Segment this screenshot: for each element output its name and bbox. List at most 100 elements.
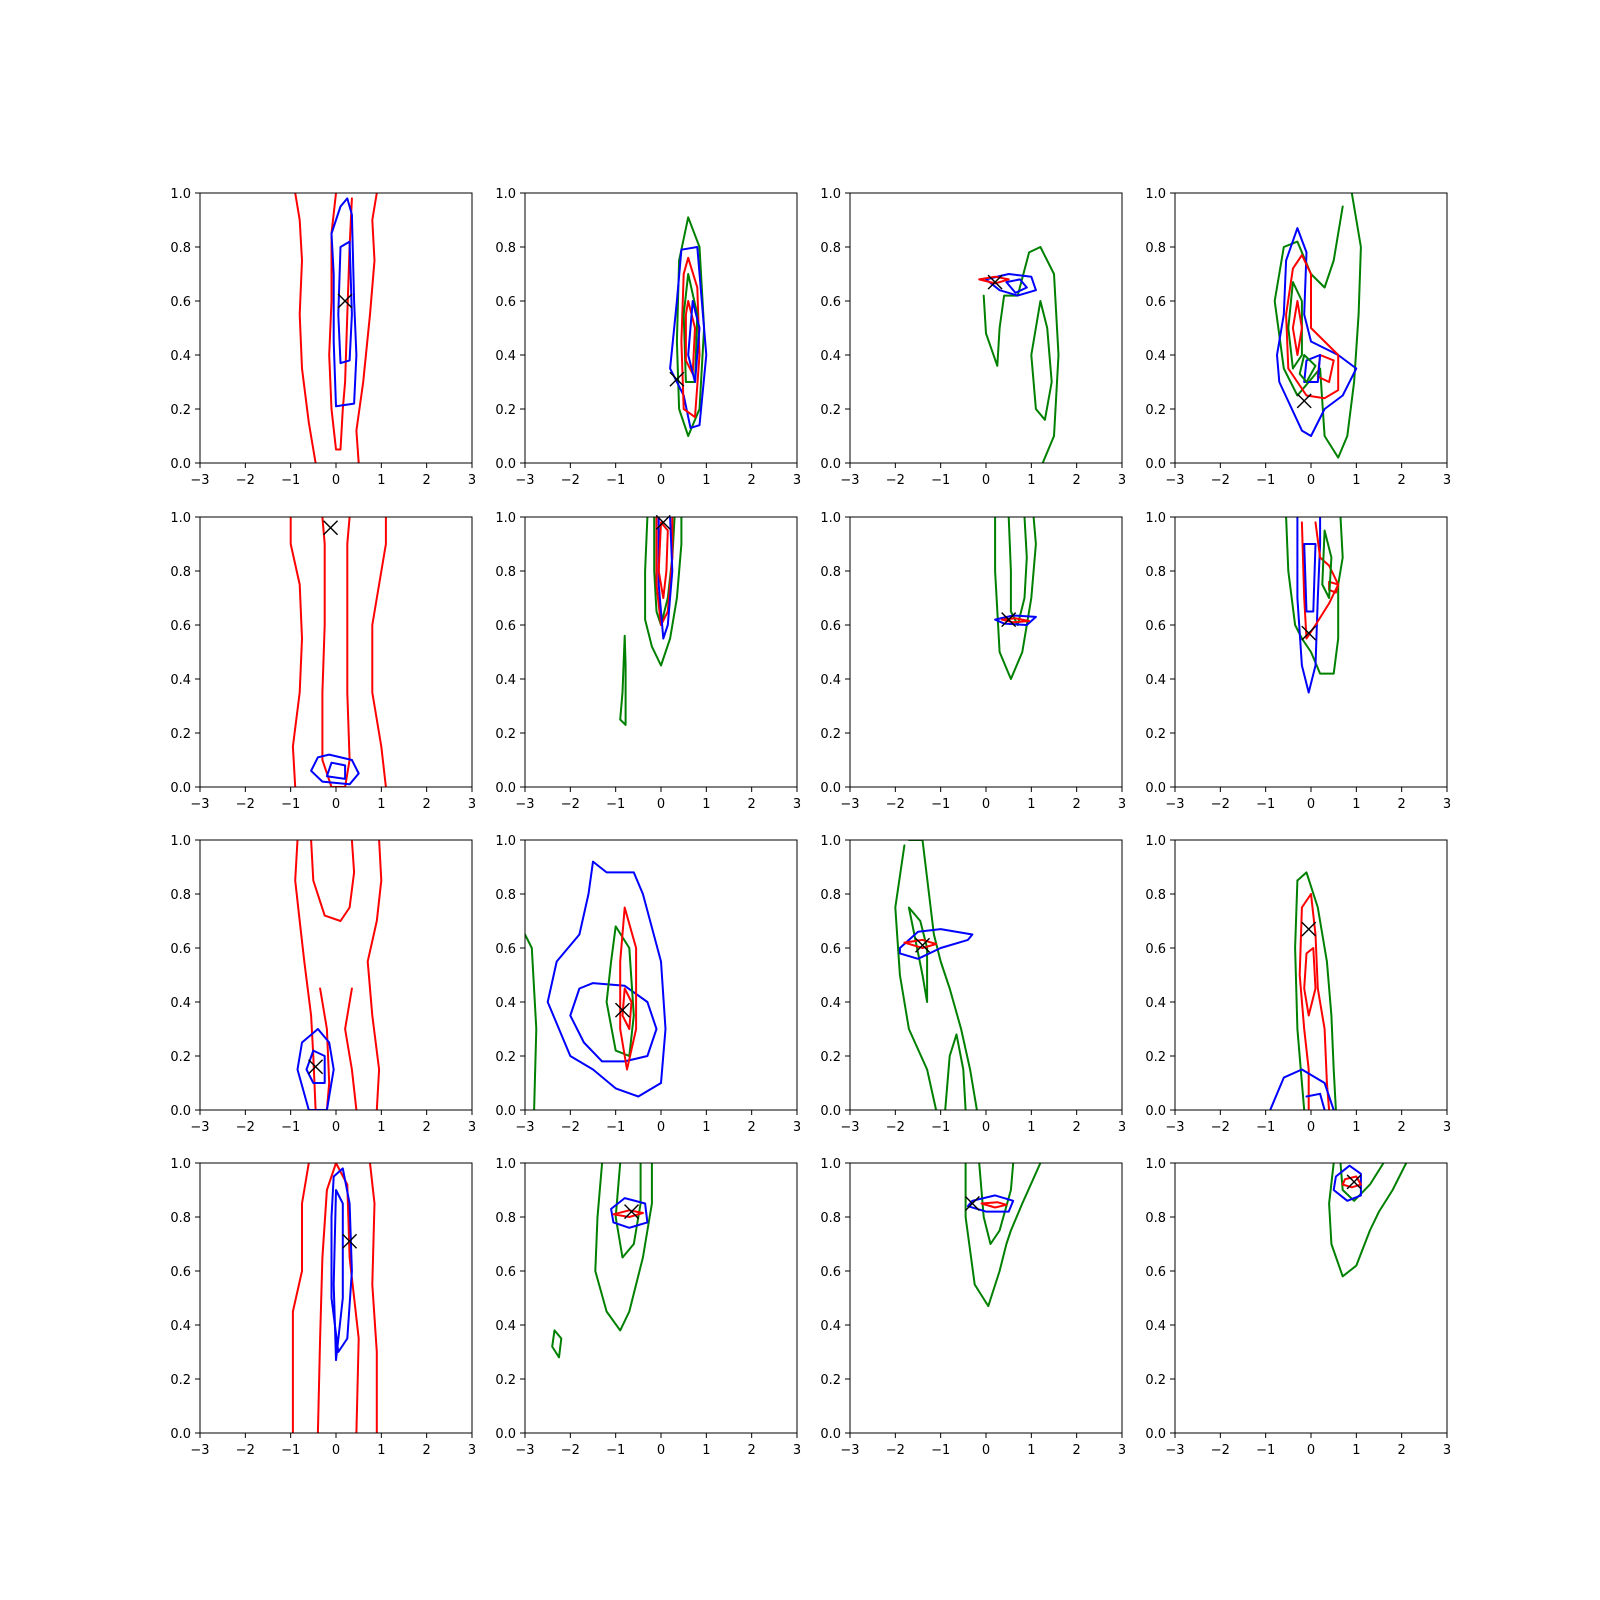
y-tick-label: 1.0	[820, 1157, 841, 1172]
x-tick-label: −1	[281, 1443, 300, 1458]
x-tick-label: −1	[1256, 797, 1275, 812]
x-tick-label: 3	[1443, 473, 1451, 488]
contour-line-red	[1298, 906, 1310, 1110]
x-tick-label: 3	[468, 797, 476, 812]
x-tick-label: 3	[793, 797, 801, 812]
y-tick-label: 0.6	[170, 942, 191, 957]
y-tick-label: 0.6	[170, 295, 191, 310]
x-tick-label: 1	[377, 797, 385, 812]
y-tick-label: 1.0	[1145, 834, 1166, 849]
x-tick-label: 2	[1398, 473, 1406, 488]
x-tick-label: 3	[1118, 473, 1126, 488]
contour-line-red	[366, 840, 383, 1110]
x-tick-label: 1	[702, 797, 710, 812]
contour-group	[291, 1163, 378, 1433]
x-tick-label: 1	[702, 1120, 710, 1135]
y-tick-label: 0.4	[820, 673, 841, 688]
y-tick-label: 0.6	[170, 1265, 191, 1280]
x-tick-label: 1	[1027, 797, 1035, 812]
y-tick-label: 0.4	[1145, 996, 1166, 1011]
contour-line-blue	[669, 246, 708, 429]
x-tick-label: 0	[332, 1120, 340, 1135]
contour-line-blue	[325, 761, 347, 780]
contour-line-red	[289, 517, 303, 787]
y-tick-label: 0.8	[1145, 1211, 1166, 1226]
contour-line-blue	[296, 1028, 335, 1110]
x-tick-label: −1	[281, 473, 300, 488]
contour-line-green	[605, 925, 635, 1057]
y-tick-label: 0.4	[820, 349, 841, 364]
x-tick-label: 2	[423, 1443, 431, 1458]
subplot-r4-c4: −3 −2 −1 0 1 2 3 0.0 0.2 0.4 0.6 0.8 1.0	[1145, 1157, 1451, 1458]
contour-line-red	[1303, 947, 1317, 1017]
contour-line-blue	[546, 860, 667, 1098]
contour-line-blue	[1303, 543, 1317, 613]
x-tick-label: 1	[377, 473, 385, 488]
subplot-grid: −3 −2 −1 0 1 2 3 0.0 0.2 0.4 0.6 0.8 1.0 −3 −2 −1 0 1 2 3 0.…	[170, 187, 1451, 1458]
y-tick-label: 1.0	[1145, 1157, 1166, 1172]
y-tick-label: 1.0	[820, 834, 841, 849]
x-tick-label: −3	[1165, 1443, 1184, 1458]
contour-line-green	[982, 246, 1060, 463]
x-tick-label: −1	[606, 473, 625, 488]
x-tick-label: 0	[657, 797, 665, 812]
subplot-r4-c2: −3 −2 −1 0 1 2 3 0.0 0.2 0.4 0.6 0.8 1.0	[495, 1157, 801, 1458]
y-tick-label: 0.2	[170, 1050, 191, 1065]
contour-line-red	[371, 517, 387, 787]
x-tick-label: 3	[793, 1443, 801, 1458]
axes-frame	[524, 516, 798, 788]
x-tick-label: −2	[561, 797, 580, 812]
y-tick-label: 0.4	[170, 996, 191, 1011]
x-tick-label: 0	[982, 473, 990, 488]
y-tick-label: 0.6	[1145, 619, 1166, 634]
x-tick-label: 2	[1398, 797, 1406, 812]
x-marker	[342, 1233, 358, 1249]
contour-line-red	[903, 938, 938, 949]
contour-line-red	[1000, 617, 1031, 624]
x-tick-label: 1	[702, 1443, 710, 1458]
x-marker	[337, 293, 353, 309]
x-marker	[323, 520, 339, 536]
y-tick-label: 0.8	[820, 888, 841, 903]
contour-group	[894, 840, 978, 1110]
contour-group	[994, 517, 1037, 680]
contour-line-green	[594, 1163, 653, 1332]
contour-line-red	[680, 256, 701, 419]
subplot-r2-c1: −3 −2 −1 0 1 2 3 0.0 0.2 0.4 0.6 0.8 1.0	[170, 511, 476, 812]
axes-frame	[1174, 1162, 1448, 1434]
axes-frame	[199, 839, 473, 1111]
contour-line-blue	[1303, 354, 1322, 383]
axes-frame	[849, 516, 1123, 788]
x-marker	[1301, 921, 1317, 937]
contour-line-green	[551, 1329, 563, 1359]
subplot-r2-c2: −3 −2 −1 0 1 2 3 0.0 0.2 0.4 0.6 0.8 1.0	[495, 511, 801, 812]
contour-line-blue	[1005, 278, 1028, 294]
y-tick-label: 0.2	[820, 1373, 841, 1388]
contour-group	[964, 1163, 1042, 1308]
x-tick-label: 1	[702, 473, 710, 488]
y-tick-label: 1.0	[820, 511, 841, 526]
axes-frame	[524, 192, 798, 464]
y-tick-label: 0.8	[170, 241, 191, 256]
x-tick-label: −1	[606, 797, 625, 812]
x-tick-label: 0	[1307, 1120, 1315, 1135]
contour-line-green	[1287, 281, 1303, 370]
y-tick-label: 0.8	[820, 1211, 841, 1226]
contour-line-blue	[966, 1194, 1015, 1213]
contour-line-red	[291, 1163, 310, 1433]
subplot-r3-c1: −3 −2 −1 0 1 2 3 0.0 0.2 0.4 0.6 0.8 1.0	[170, 834, 476, 1135]
y-tick-label: 1.0	[820, 187, 841, 202]
contour-group	[525, 860, 667, 1110]
x-tick-label: 0	[332, 797, 340, 812]
y-tick-label: 1.0	[1145, 511, 1166, 526]
x-tick-label: −3	[1165, 797, 1184, 812]
y-tick-label: 0.8	[820, 565, 841, 580]
axes-frame	[1174, 839, 1448, 1111]
y-tick-label: 0.6	[820, 1265, 841, 1280]
x-tick-label: −2	[561, 1443, 580, 1458]
contour-line-blue	[1269, 1068, 1335, 1110]
y-tick-label: 0.6	[1145, 295, 1166, 310]
y-tick-label: 0.8	[170, 565, 191, 580]
y-tick-label: 1.0	[495, 834, 516, 849]
y-tick-label: 0.0	[820, 457, 841, 472]
